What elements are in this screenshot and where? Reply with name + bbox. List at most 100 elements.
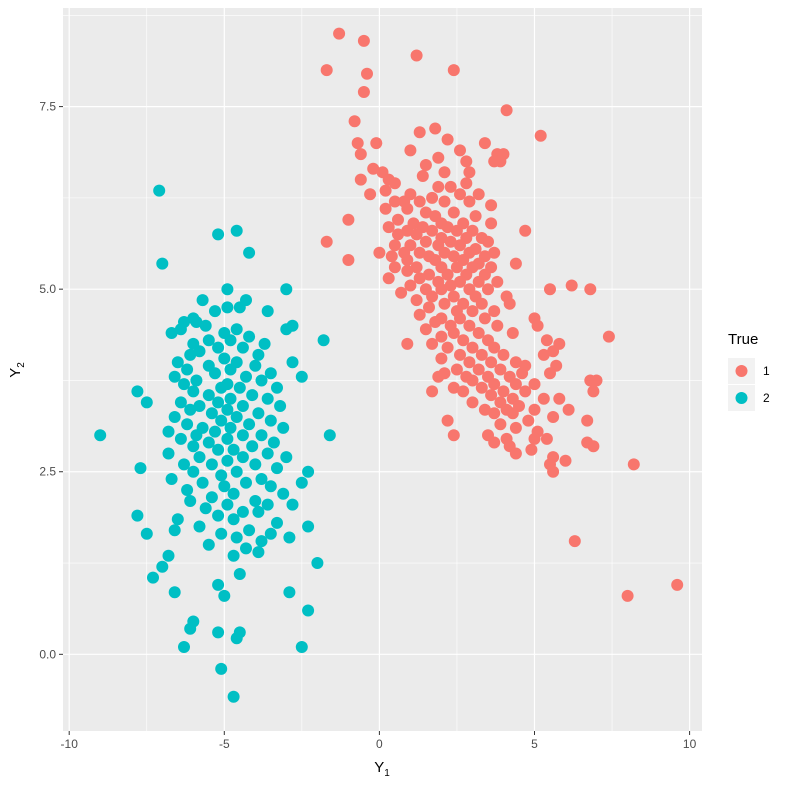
- data-point: [202, 538, 215, 551]
- data-point: [485, 217, 498, 230]
- data-point: [419, 159, 432, 171]
- data-point: [466, 341, 479, 354]
- data-point: [230, 323, 243, 336]
- data-point: [218, 480, 231, 493]
- data-point: [212, 396, 225, 409]
- data-point: [438, 297, 451, 310]
- data-point: [429, 316, 442, 328]
- data-point: [230, 632, 243, 645]
- data-point: [187, 465, 200, 478]
- data-point: [522, 414, 535, 427]
- data-point: [401, 264, 414, 277]
- data-point: [413, 195, 426, 208]
- data-point: [488, 305, 501, 318]
- data-point: [472, 275, 485, 288]
- data-point: [199, 319, 212, 332]
- data-point: [382, 221, 395, 234]
- data-point: [419, 323, 432, 336]
- data-point: [562, 403, 575, 416]
- legend-entries: 12: [728, 358, 770, 411]
- data-point: [162, 549, 175, 562]
- data-point: [94, 429, 107, 442]
- data-point: [454, 275, 466, 288]
- data-point: [497, 348, 510, 361]
- data-point: [240, 542, 252, 555]
- data-point: [227, 549, 240, 562]
- data-point: [488, 436, 501, 449]
- panel-background: [63, 8, 702, 731]
- data-point: [584, 283, 597, 296]
- data-point: [379, 202, 392, 215]
- data-point: [249, 458, 262, 471]
- data-point: [227, 690, 240, 703]
- data-point: [205, 491, 218, 504]
- data-point: [454, 348, 466, 361]
- data-point: [190, 316, 203, 328]
- data-point: [302, 465, 315, 478]
- data-point: [435, 283, 448, 296]
- data-point: [460, 155, 473, 168]
- data-point: [255, 374, 268, 387]
- data-point: [243, 246, 256, 259]
- data-point: [178, 458, 190, 471]
- data-point: [221, 498, 234, 511]
- data-point: [491, 275, 504, 288]
- data-point: [540, 334, 553, 347]
- data-point: [475, 348, 488, 361]
- x-axis-title: Y1: [374, 759, 390, 779]
- data-point: [193, 520, 206, 533]
- data-point: [205, 407, 218, 420]
- data-point: [236, 429, 249, 442]
- data-point: [444, 180, 457, 193]
- data-point: [447, 206, 460, 219]
- data-point: [221, 403, 234, 416]
- data-point: [221, 454, 234, 467]
- data-point: [447, 381, 460, 394]
- data-point: [261, 305, 274, 318]
- legend-swatch-2: [735, 392, 748, 404]
- data-point: [280, 451, 293, 464]
- data-point: [460, 177, 473, 190]
- data-point: [264, 367, 277, 380]
- data-point: [348, 115, 361, 128]
- data-point: [472, 363, 485, 376]
- data-point: [274, 400, 287, 412]
- data-point: [258, 337, 271, 350]
- data-point: [581, 436, 594, 449]
- x-axis-title-main: Y: [374, 759, 384, 776]
- data-point: [181, 484, 194, 496]
- data-point: [240, 476, 252, 489]
- data-point: [537, 392, 550, 405]
- data-point: [454, 188, 466, 201]
- data-point: [187, 440, 200, 453]
- data-point: [519, 224, 532, 237]
- data-point: [261, 447, 274, 460]
- data-point: [463, 319, 476, 332]
- data-point: [323, 429, 336, 442]
- data-point: [423, 301, 435, 314]
- data-point: [277, 421, 290, 434]
- data-point: [168, 411, 181, 423]
- data-point: [602, 330, 615, 343]
- data-point: [209, 425, 221, 438]
- data-point: [547, 465, 560, 478]
- data-point: [233, 381, 246, 394]
- data-point: [162, 447, 175, 460]
- data-point: [178, 378, 190, 391]
- data-point: [153, 184, 166, 197]
- data-point: [230, 411, 243, 423]
- data-point: [401, 337, 414, 350]
- data-point: [271, 381, 283, 394]
- data-point: [233, 301, 246, 314]
- data-point: [174, 323, 187, 336]
- data-point: [392, 213, 404, 226]
- data-point: [227, 487, 240, 500]
- data-point: [388, 195, 401, 208]
- data-point: [488, 246, 501, 259]
- data-point: [410, 261, 423, 274]
- data-point: [184, 348, 197, 361]
- data-point: [432, 151, 445, 164]
- data-point: [590, 374, 603, 387]
- data-point: [509, 356, 522, 369]
- data-point: [184, 495, 197, 507]
